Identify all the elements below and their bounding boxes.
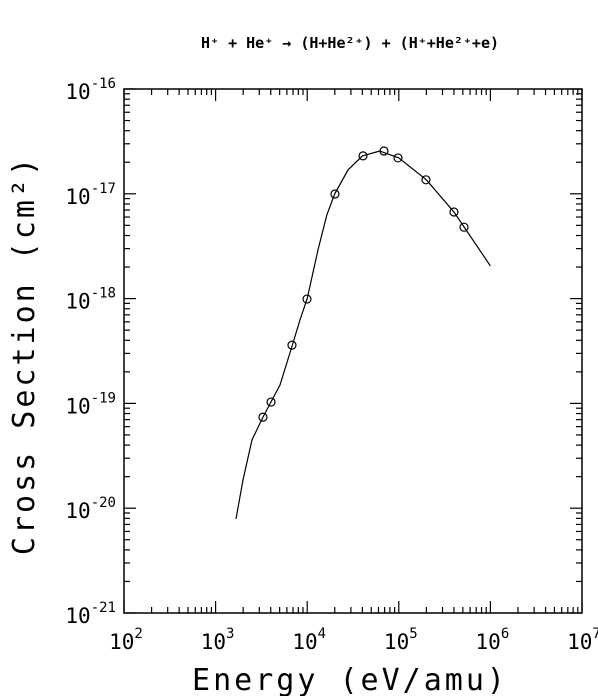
- data-point: [302, 294, 312, 304]
- tick-exponent: 3: [226, 626, 234, 642]
- tick-base: 10: [65, 394, 90, 418]
- fit-curve: [235, 150, 491, 520]
- tick-exponent: 4: [318, 626, 326, 642]
- tick-label: 10-18: [65, 286, 116, 314]
- tick-exponent: -19: [91, 390, 116, 406]
- x-axis-label: Energy (eV/amu): [192, 663, 508, 696]
- chart-title: H⁺ + He⁺ → (H+He²⁺) + (H⁺+He²⁺+e): [201, 34, 499, 52]
- plot-frame: [123, 88, 583, 614]
- tick-label: 10-20: [65, 495, 116, 523]
- tick-label: 107: [567, 626, 598, 654]
- tick-label: 10-17: [65, 181, 116, 209]
- tick-base: 10: [65, 499, 90, 523]
- tick-label: 10-19: [65, 390, 116, 418]
- tick-exponent: 7: [592, 626, 598, 642]
- data-point: [449, 207, 459, 217]
- tick-base: 10: [567, 630, 592, 654]
- data-point: [266, 397, 276, 407]
- tick-exponent: 5: [409, 626, 417, 642]
- data-point: [258, 412, 268, 422]
- data-point: [421, 175, 431, 185]
- tick-base: 10: [65, 185, 90, 209]
- tick-base: 10: [384, 630, 409, 654]
- y-axis-label: Cross Section (cm²): [7, 155, 42, 555]
- tick-base: 10: [476, 630, 501, 654]
- data-point: [287, 340, 297, 350]
- tick-label: 102: [109, 626, 143, 654]
- tick-exponent: -17: [91, 181, 116, 197]
- tick-label: 104: [292, 626, 326, 654]
- tick-base: 10: [109, 630, 134, 654]
- tick-exponent: -16: [91, 76, 116, 92]
- tick-base: 10: [201, 630, 226, 654]
- tick-label: 106: [476, 626, 510, 654]
- data-point: [330, 189, 340, 199]
- tick-exponent: 2: [134, 626, 142, 642]
- tick-base: 10: [292, 630, 317, 654]
- tick-label: 10-21: [65, 600, 116, 628]
- tick-exponent: -21: [91, 600, 116, 616]
- tick-label: 103: [201, 626, 235, 654]
- tick-label: 10-16: [65, 76, 116, 104]
- data-point: [358, 151, 368, 161]
- tick-label: 105: [384, 626, 418, 654]
- tick-base: 10: [65, 604, 90, 628]
- data-point: [459, 222, 469, 232]
- tick-exponent: 6: [501, 626, 509, 642]
- tick-base: 10: [65, 290, 90, 314]
- tick-exponent: -18: [91, 286, 116, 302]
- data-point: [393, 153, 403, 163]
- tick-base: 10: [65, 80, 90, 104]
- tick-exponent: -20: [91, 495, 116, 511]
